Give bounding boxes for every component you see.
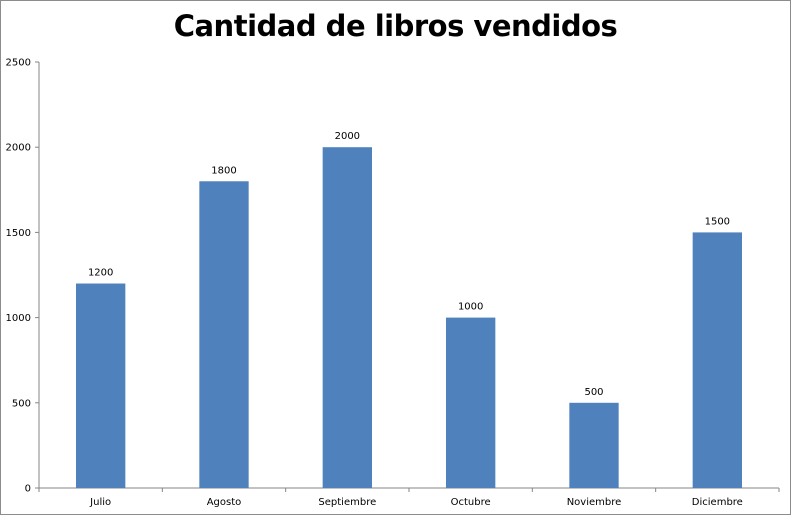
bar-agosto: [199, 181, 249, 488]
data-label: 1500: [705, 216, 730, 227]
x-tick-label: Noviembre: [567, 497, 622, 508]
x-axis: Julio Agosto Septiembre Octubre Noviembre Dic…: [38, 487, 780, 508]
bar-noviembre: [569, 402, 619, 488]
x-tick-label: Julio: [89, 497, 111, 508]
y-tick-label: 2500: [6, 58, 31, 69]
x-tick-label: Octubre: [451, 497, 491, 508]
y-tick-label: 1000: [6, 313, 31, 324]
y-tick-label: 2000: [6, 143, 31, 154]
y-tick-label: 0: [25, 484, 31, 495]
x-tick-label: Diciembre: [692, 497, 743, 508]
data-label: 2000: [335, 131, 360, 142]
bar-octubre: [446, 317, 496, 488]
chart-title: Cantidad de libros vendidos: [173, 9, 618, 43]
bars: [76, 147, 742, 488]
y-tick-label: 500: [12, 398, 31, 409]
y-axis: 0 500 1000 1500 2000 2500: [6, 58, 40, 495]
bar-diciembre: [692, 232, 742, 488]
y-tick-label: 1500: [6, 228, 31, 239]
bar-julio: [76, 283, 126, 488]
x-tick-label: Agosto: [207, 497, 242, 508]
x-tick-label: Septiembre: [318, 497, 376, 508]
data-label: 1800: [211, 165, 236, 176]
data-label: 1000: [458, 302, 483, 313]
data-labels: 1200 1800 2000 1000 500 1500: [88, 131, 730, 398]
data-label: 500: [584, 387, 603, 398]
bar-septiembre: [322, 147, 372, 488]
data-label: 1200: [88, 268, 113, 279]
